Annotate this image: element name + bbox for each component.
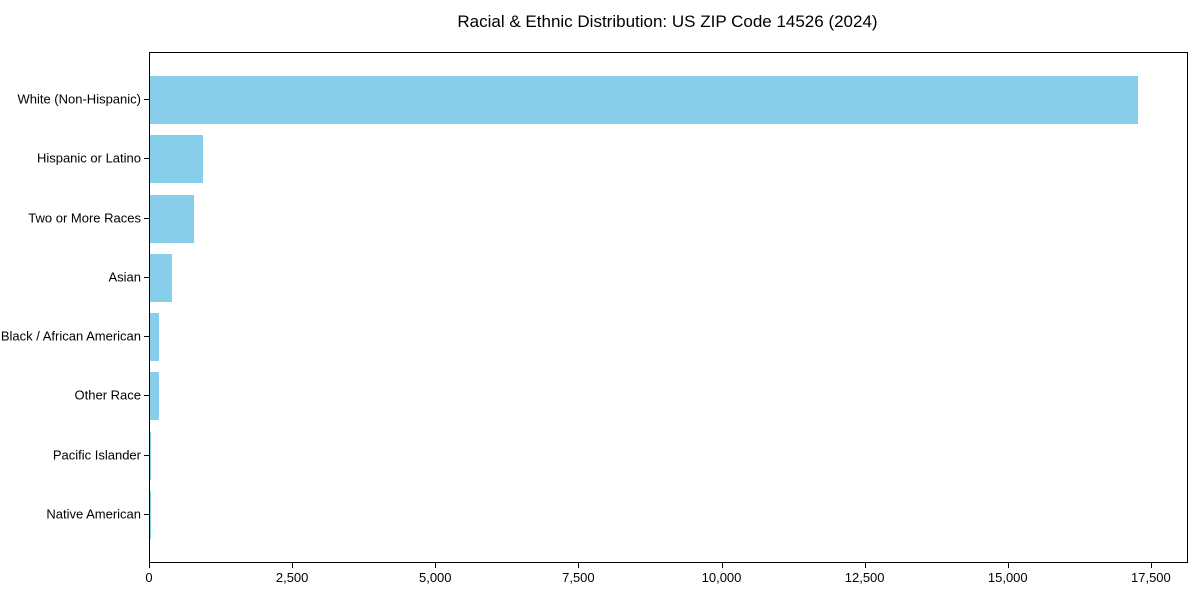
x-tick-mark bbox=[1150, 563, 1152, 568]
y-tick-mark bbox=[144, 454, 149, 456]
x-axis-tick-label: 17,500 bbox=[1131, 570, 1171, 585]
bar bbox=[150, 135, 203, 184]
x-axis-tick-label: 5,000 bbox=[418, 570, 452, 585]
y-axis-label: Black / African American bbox=[0, 328, 141, 344]
x-tick-mark bbox=[292, 563, 294, 568]
y-tick-mark bbox=[144, 276, 149, 278]
y-axis-label: Asian bbox=[108, 269, 141, 285]
x-axis-tick-label: 0 bbox=[145, 570, 153, 585]
plot-area bbox=[149, 52, 1188, 563]
y-axis-label: White (Non-Hispanic) bbox=[17, 91, 141, 107]
chart-title: Racial & Ethnic Distribution: US ZIP Cod… bbox=[457, 12, 878, 31]
x-axis-tick-label: 10,000 bbox=[701, 570, 742, 585]
y-tick-mark bbox=[144, 336, 149, 338]
y-tick-mark bbox=[144, 395, 149, 397]
x-tick-mark bbox=[721, 563, 723, 568]
y-tick-mark bbox=[144, 217, 149, 219]
x-axis-tick-label: 12,500 bbox=[844, 570, 885, 585]
x-tick-mark bbox=[864, 563, 866, 568]
y-axis-label: Pacific Islander bbox=[52, 447, 141, 463]
y-axis-label: Hispanic or Latino bbox=[36, 150, 141, 166]
bar bbox=[150, 194, 195, 243]
x-tick-mark bbox=[435, 563, 437, 568]
y-axis-label: Other Race bbox=[74, 387, 141, 403]
bar bbox=[150, 75, 1138, 124]
x-tick-mark bbox=[578, 563, 580, 568]
x-axis-tick-label: 2,500 bbox=[275, 570, 309, 585]
y-tick-mark bbox=[144, 98, 149, 100]
x-axis-tick-label: 7,500 bbox=[562, 570, 595, 585]
x-axis-tick-label: 15,000 bbox=[987, 570, 1028, 585]
bar bbox=[150, 253, 173, 302]
x-tick-mark bbox=[149, 563, 150, 568]
y-axis-label: Native American bbox=[46, 506, 141, 522]
y-tick-mark bbox=[144, 514, 149, 516]
bar bbox=[150, 372, 159, 421]
x-tick-mark bbox=[1007, 563, 1009, 568]
y-axis-label: Two or More Races bbox=[28, 210, 141, 225]
bar bbox=[150, 313, 160, 362]
y-tick-mark bbox=[144, 158, 149, 160]
